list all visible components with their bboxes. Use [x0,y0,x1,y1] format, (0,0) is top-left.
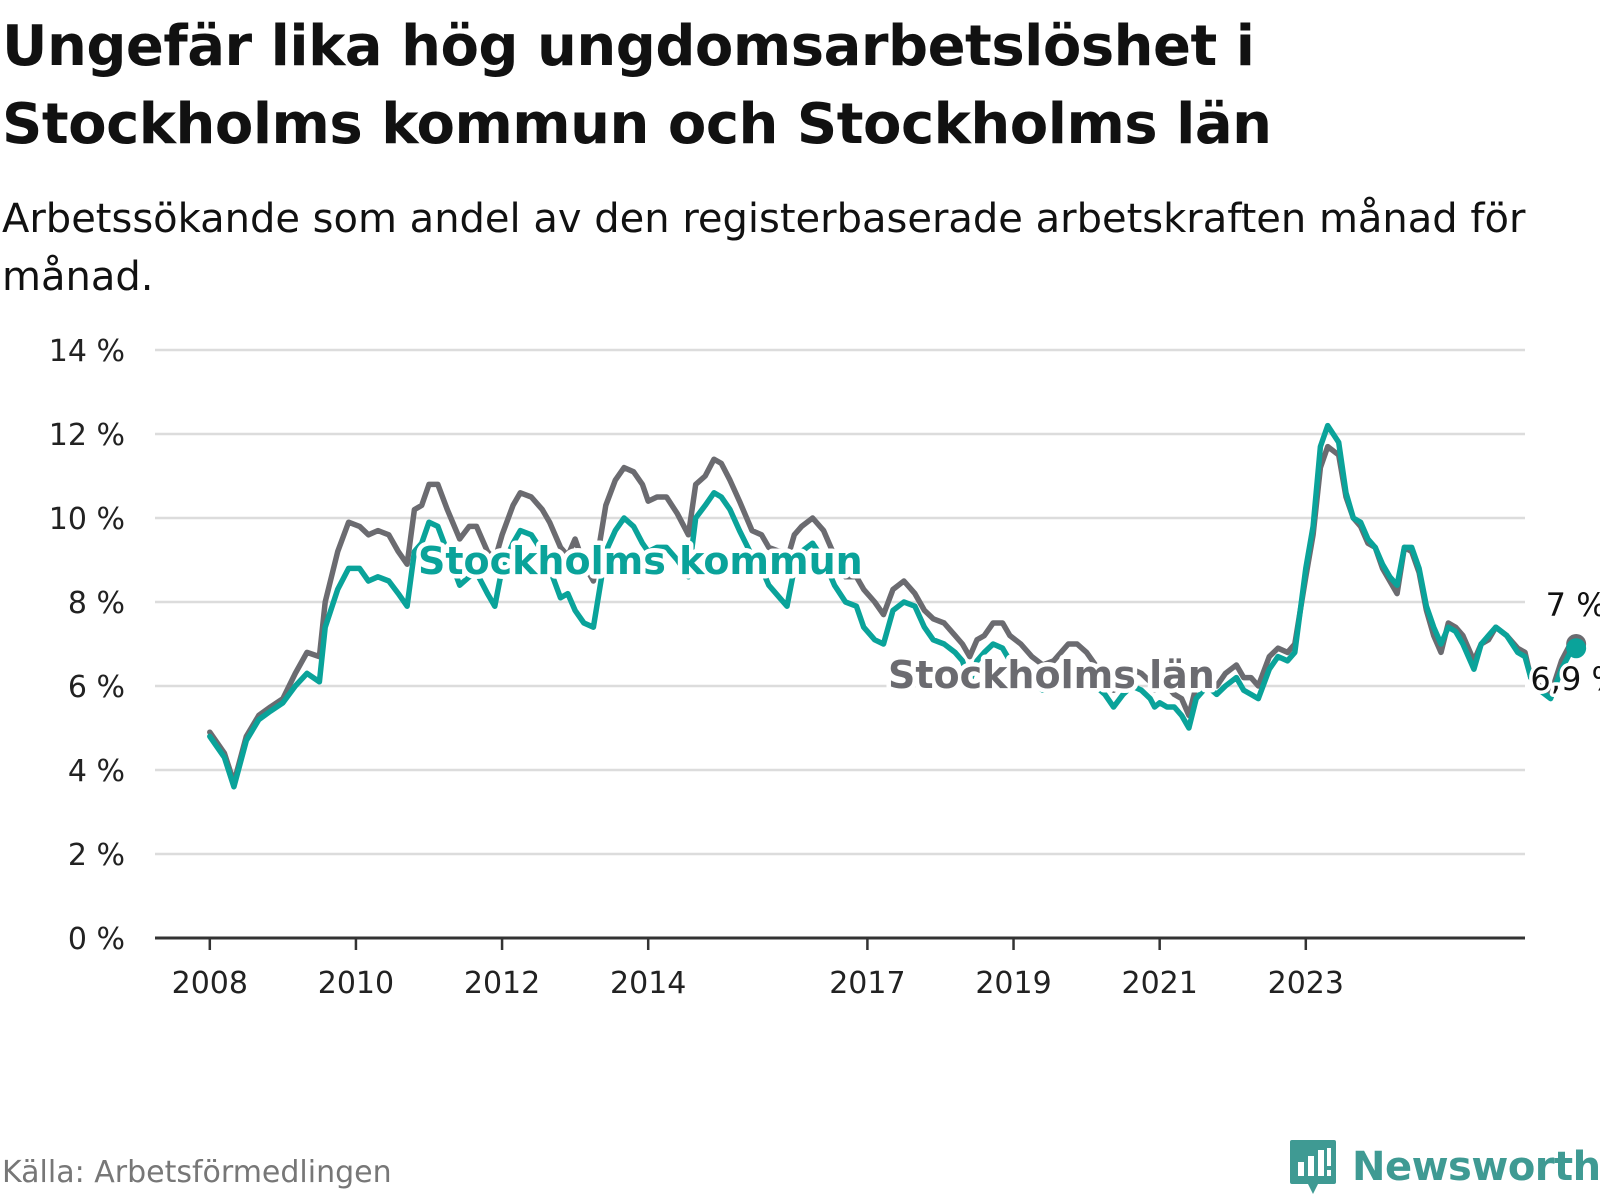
newsworthy-logo: Newsworthy [1288,1138,1600,1196]
x-tick-label: 2014 [610,966,686,1001]
x-tick-label: 2010 [318,966,394,1001]
x-tick-label: 2012 [464,966,540,1001]
end-label-lan: 7 % [1546,586,1600,624]
source-note: Källa: Arbetsförmedlingen [2,1155,392,1190]
y-tick-label: 14 % [49,334,125,369]
newsworthy-logo-text: Newsworthy [1352,1144,1600,1190]
y-tick-label: 10 % [49,502,125,537]
line-chart: 0 % 2 % 4 % 6 % 8 % 10 % 12 % 14 % 2008 2010 2012… [49,334,1600,1001]
series-label-kommun: Stockholms kommun [418,539,863,583]
x-tick-label: 2008 [172,966,248,1001]
y-tick-label: 12 % [49,418,125,453]
y-tick-label: 0 % [68,922,125,957]
x-tick-label: 2021 [1121,966,1197,1001]
chart-title: Ungefär lika hög ungdomsarbetslöshet i S… [2,14,1272,157]
series-labels: 7 % 6,9 % Stockholms kommun Stockholms län [414,535,1600,702]
end-label-kommun: 6,9 % [1530,660,1600,698]
grid-lines [155,348,1525,856]
x-tick-label: 2019 [975,966,1051,1001]
series-line-kommun [207,422,1579,790]
end-point-kommun [1566,638,1587,659]
y-tick-label: 6 % [68,670,125,705]
series-lines [207,422,1587,790]
chart-subtitle: Arbetssökande som andel av den registerb… [2,196,1526,300]
y-axis: 0 % 2 % 4 % 6 % 8 % 10 % 12 % 14 % [49,334,125,957]
newsworthy-logo-icon [1290,1140,1336,1194]
x-tick-label: 2023 [1268,966,1344,1001]
y-tick-label: 2 % [68,838,125,873]
x-axis: 2008 2010 2012 2014 2017 2019 2021 2023 [155,936,1525,1001]
y-tick-label: 8 % [68,586,125,621]
y-tick-label: 4 % [68,754,125,789]
series-label-lan: Stockholms län [888,653,1215,697]
x-tick-label: 2017 [829,966,905,1001]
